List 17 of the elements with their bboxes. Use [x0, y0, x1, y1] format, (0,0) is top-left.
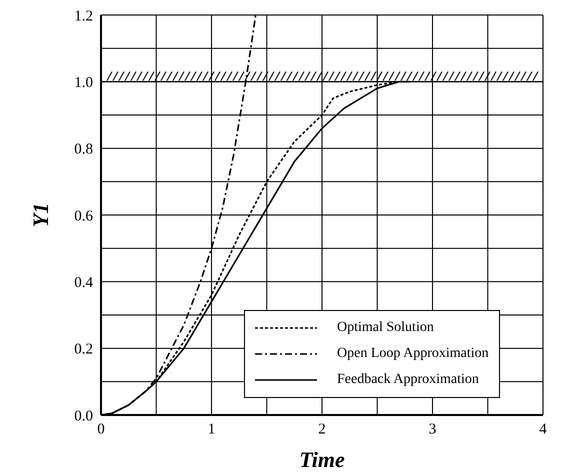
y-axis-title: Y1 — [28, 202, 53, 228]
legend-label: Feedback Approximation — [337, 372, 479, 388]
y-tick-label: 0.8 — [74, 142, 93, 158]
x-tick-label: 4 — [539, 422, 548, 438]
y-tick-label: 0.6 — [74, 208, 94, 224]
y-tick-label: 1.0 — [74, 74, 93, 91]
x-tick-label: 3 — [428, 422, 436, 438]
y-tick-label: 1.2 — [74, 8, 93, 24]
x-tick-label: 1 — [208, 422, 216, 438]
legend-label: Open Loop Approximation — [337, 346, 489, 362]
x-tick-label: 2 — [318, 422, 326, 438]
x-tick-label: 0 — [97, 422, 105, 438]
y-tick-label: 0.4 — [74, 274, 94, 291]
legend-label: Optimal Solution — [337, 320, 434, 336]
y-tick-label: 0.0 — [74, 408, 93, 424]
x-axis-title: Time — [299, 447, 346, 472]
y-tick-label: 0.2 — [74, 342, 93, 358]
